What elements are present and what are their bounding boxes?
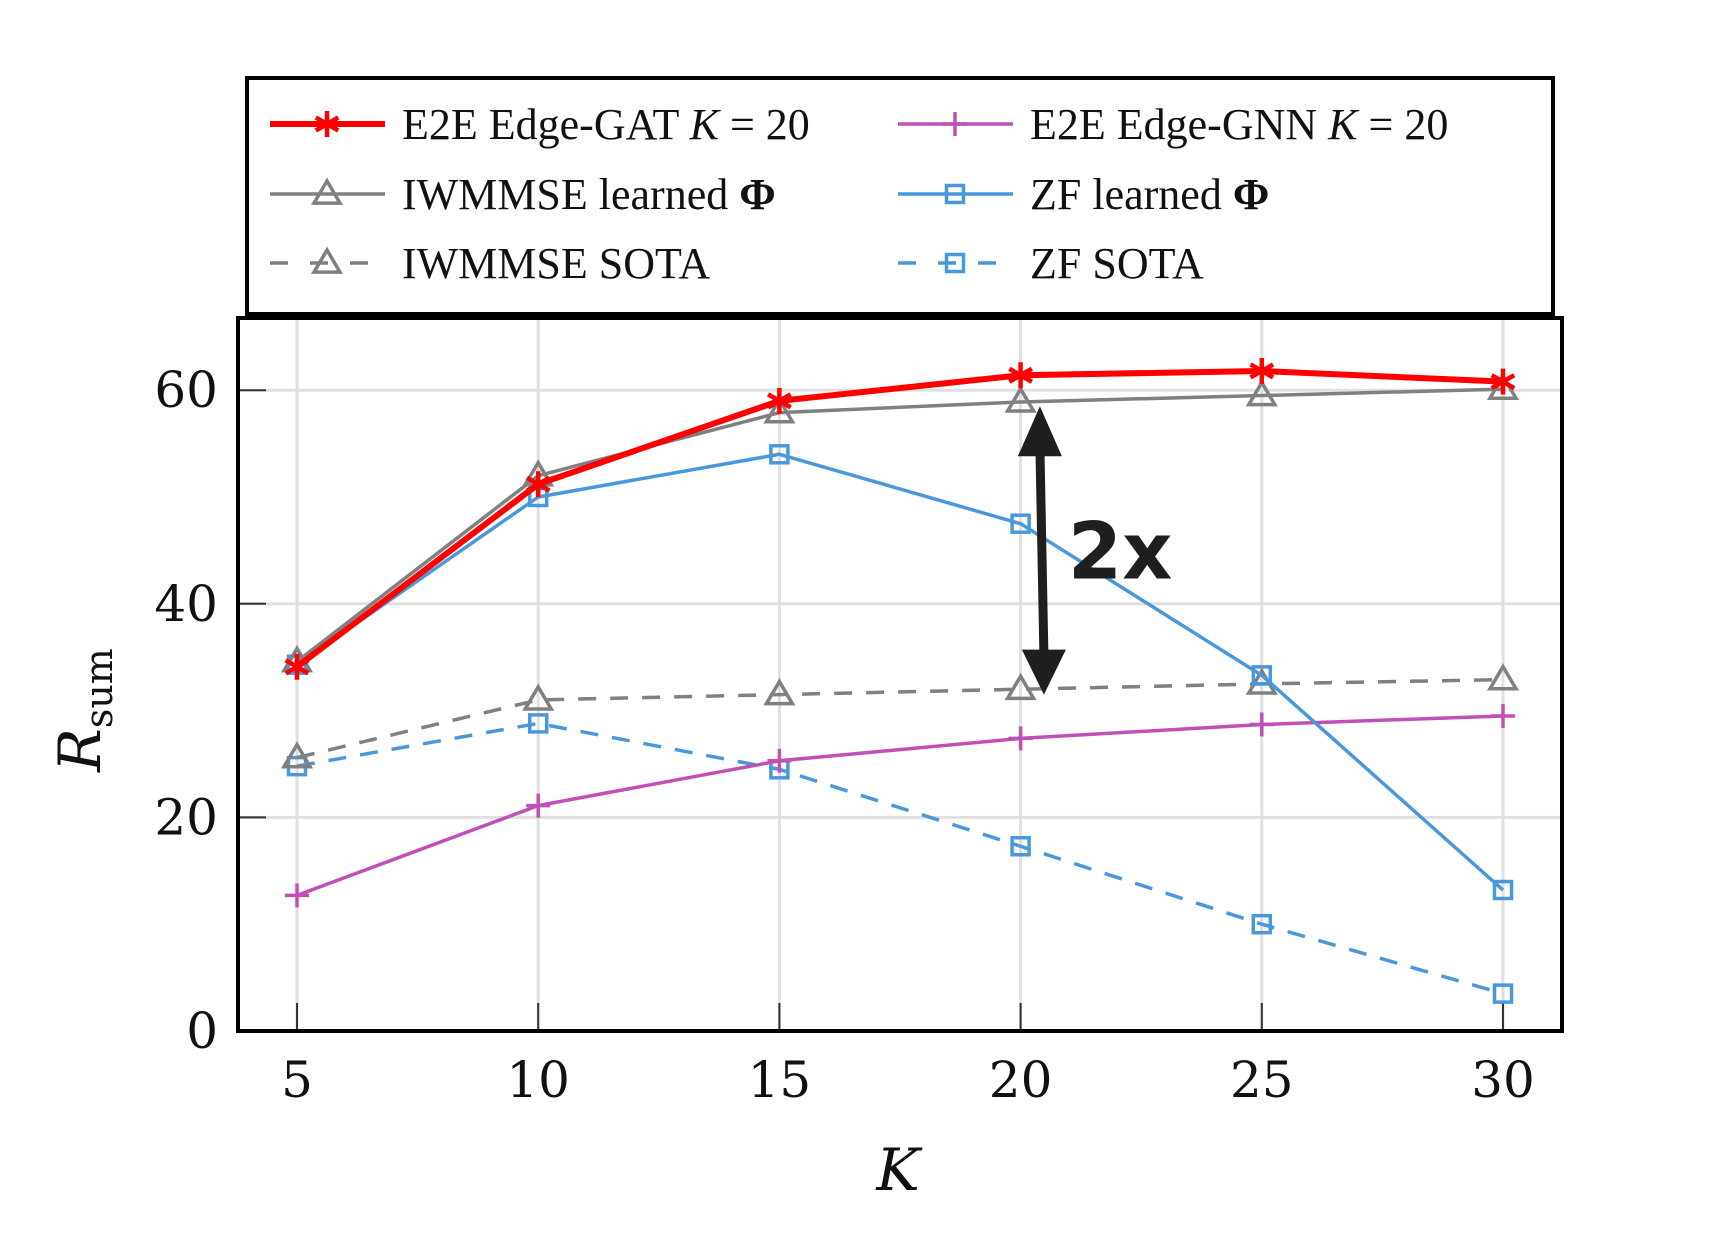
y-axis-label-subscript: sum <box>77 648 121 728</box>
data-point <box>769 444 790 465</box>
y-tick-label: 0 <box>186 1002 218 1060</box>
x-tick-label: 10 <box>506 1051 570 1109</box>
plot-area: 2x <box>236 316 1564 1033</box>
series-line <box>296 714 1504 898</box>
data-point <box>285 883 309 908</box>
y-tick-labels: 0 20 40 60 <box>154 361 218 1060</box>
legend-item: IWMMSE SOTA <box>270 239 710 288</box>
data-point <box>522 683 555 711</box>
x-tick-labels: 5 10 15 20 25 30 <box>281 1051 1535 1109</box>
y-axis-label-main: R <box>46 728 114 773</box>
svg-text:Rsum: Rsum <box>46 648 121 773</box>
data-point <box>767 387 792 414</box>
data-point <box>280 741 314 769</box>
series-e2e-edge-gnn-k-20 <box>285 703 1515 908</box>
data-point <box>1492 879 1514 901</box>
data-point <box>1486 663 1520 691</box>
legend-item: E2E Edge-GAT K = 20 <box>270 100 810 149</box>
x-tick-label: 5 <box>281 1051 313 1109</box>
y-tick-label: 20 <box>154 788 218 846</box>
data-point <box>1245 379 1278 407</box>
y-tick-label: 60 <box>154 361 218 419</box>
x-axis-label: K <box>875 1136 923 1204</box>
arrow-head-up-icon <box>1017 406 1062 457</box>
annotation-label: 2x <box>1068 507 1173 597</box>
data-point <box>1491 703 1515 728</box>
series-line <box>295 367 1504 670</box>
legend-item: ZF SOTA <box>898 239 1204 288</box>
triangle-marker <box>310 177 344 205</box>
y-axis-label: Rsum <box>46 648 121 773</box>
legend-label: IWMMSE learned Φ <box>402 170 776 219</box>
legend-item: E2E Edge-GNN K = 20 <box>898 100 1448 149</box>
series-layer <box>280 357 1520 1004</box>
legend-item: IWMMSE learned Φ <box>270 170 776 219</box>
y-tick-label: 40 <box>154 575 218 633</box>
data-point <box>1251 913 1273 935</box>
data-point <box>525 471 551 498</box>
x-tick-label: 20 <box>989 1051 1053 1109</box>
series-line <box>296 721 1504 996</box>
square-marker <box>944 183 966 205</box>
legend-item: ZF learned Φ <box>898 170 1269 219</box>
data-point <box>1251 665 1273 686</box>
data-point <box>1492 983 1514 1004</box>
data-point <box>1008 362 1033 389</box>
data-point <box>1249 712 1274 737</box>
legend-label: IWMMSE SOTA <box>402 239 710 288</box>
legend-label: ZF learned Φ <box>1030 170 1269 219</box>
x-tick-label: 25 <box>1230 1051 1294 1109</box>
annotation-layer: 2x <box>1017 406 1173 695</box>
data-point <box>1490 368 1516 395</box>
data-point <box>1010 835 1031 857</box>
arrow-shaft <box>1035 446 1049 655</box>
plot-frame <box>236 316 1564 1033</box>
legend-label: E2E Edge-GNN K = 20 <box>1030 100 1448 149</box>
x-tick-label: 15 <box>748 1051 812 1109</box>
series-line <box>296 677 1504 760</box>
data-point <box>1004 385 1037 413</box>
series-zf-learned <box>286 444 1514 901</box>
legend-label: ZF SOTA <box>1030 239 1204 288</box>
data-point <box>526 793 551 818</box>
plot-background <box>238 318 1562 1031</box>
data-point <box>527 713 549 734</box>
triangle-marker <box>310 246 344 274</box>
data-point <box>284 653 310 680</box>
data-point <box>763 678 796 706</box>
series-line <box>296 452 1505 892</box>
asterisk-marker <box>314 111 340 137</box>
arrow-head-down-icon <box>1021 649 1066 695</box>
legend: E2E Edge-GAT K = 20 E2E Edge-GNN K = 20 IW… <box>245 76 1555 316</box>
plus-marker <box>943 112 967 136</box>
x-tick-label: 30 <box>1471 1051 1535 1109</box>
series-e2e-edge-gat-k-20 <box>284 357 1516 680</box>
data-point <box>1249 357 1275 384</box>
legend-box <box>245 76 1555 316</box>
data-point <box>767 748 792 773</box>
data-point <box>1010 513 1031 534</box>
data-point <box>1008 726 1033 751</box>
square-marker <box>944 252 966 274</box>
legend-label: E2E Edge-GAT K = 20 <box>402 100 810 149</box>
data-point <box>1004 672 1037 701</box>
double-arrow-annotation: 2x <box>1017 406 1173 695</box>
series-line <box>295 387 1504 663</box>
data-point <box>763 396 796 424</box>
